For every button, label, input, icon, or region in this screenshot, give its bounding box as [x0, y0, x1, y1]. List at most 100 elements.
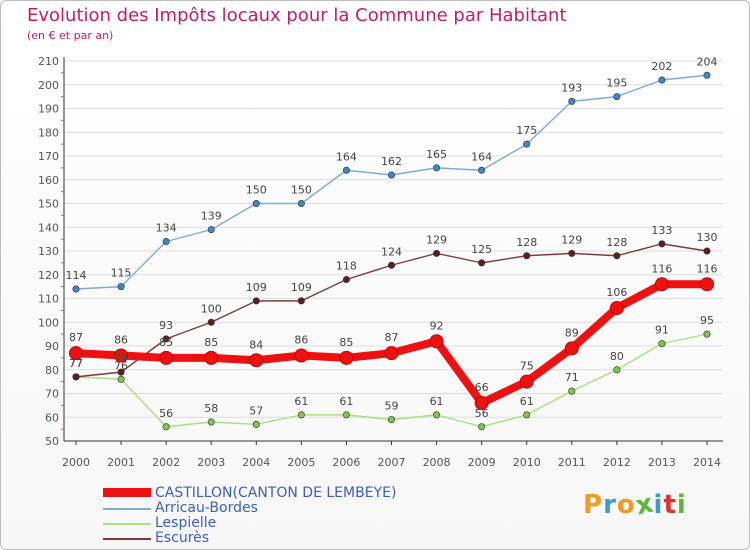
- data-label: 87: [385, 331, 399, 344]
- x-tick-label: 2010: [513, 456, 541, 469]
- data-point: [207, 226, 215, 234]
- data-label: 128: [516, 236, 537, 249]
- data-label: 150: [246, 184, 267, 197]
- legend-label: CASTILLON(CANTON DE LEMBEYE): [155, 485, 397, 501]
- y-tick-label: 140: [38, 221, 59, 234]
- data-label: 116: [651, 262, 672, 275]
- data-label: 129: [426, 233, 447, 246]
- data-label: 162: [381, 155, 402, 168]
- data-label: 109: [246, 281, 267, 294]
- data-point: [654, 277, 669, 292]
- data-point: [613, 252, 621, 260]
- data-point: [478, 259, 486, 267]
- data-label: 100: [201, 302, 222, 315]
- data-label: 61: [294, 395, 308, 408]
- data-point: [519, 374, 534, 389]
- data-label: 76: [114, 359, 128, 372]
- proxiti-logo: Proxiti: [583, 488, 687, 521]
- data-label: 134: [156, 222, 177, 235]
- data-label: 77: [69, 357, 83, 370]
- data-label: 164: [336, 150, 357, 163]
- chart-title: Evolution des Impôts locaux pour la Comm…: [27, 5, 567, 26]
- data-label: 56: [159, 407, 173, 420]
- y-tick-label: 150: [38, 198, 59, 211]
- y-tick-label: 80: [45, 364, 59, 377]
- data-point: [474, 396, 489, 410]
- data-label: 165: [426, 148, 447, 161]
- legend-swatch: [103, 488, 151, 497]
- data-label: 175: [516, 124, 537, 137]
- data-label: 66: [475, 381, 489, 394]
- data-point: [252, 420, 260, 428]
- x-tick-label: 2014: [693, 456, 721, 469]
- x-tick-label: 2007: [378, 456, 406, 469]
- y-tick-label: 190: [38, 103, 59, 116]
- data-label: 61: [339, 395, 353, 408]
- y-tick-label: 210: [38, 55, 59, 68]
- x-tick-label: 2000: [62, 456, 90, 469]
- data-label: 114: [66, 269, 87, 282]
- data-label: 193: [561, 81, 582, 94]
- y-tick-label: 160: [38, 174, 59, 187]
- y-tick-label: 50: [45, 435, 59, 448]
- data-point: [342, 166, 350, 174]
- data-label: 86: [294, 334, 308, 347]
- data-point: [433, 411, 441, 419]
- data-point: [613, 366, 621, 374]
- data-label: 61: [430, 395, 444, 408]
- data-label: 85: [204, 336, 218, 349]
- data-label: 85: [339, 336, 353, 349]
- data-label: 84: [249, 338, 263, 351]
- data-point: [162, 238, 170, 246]
- data-label: 195: [606, 77, 627, 90]
- data-label: 128: [606, 236, 627, 249]
- data-point: [249, 353, 264, 368]
- data-point: [297, 297, 305, 305]
- data-point: [72, 373, 80, 381]
- data-label: 115: [111, 267, 132, 280]
- data-label: 91: [655, 324, 669, 337]
- data-point: [117, 283, 125, 291]
- y-tick-label: 180: [38, 126, 59, 139]
- data-label: 56: [475, 407, 489, 420]
- logo-letter: o: [616, 490, 636, 520]
- data-label: 202: [651, 60, 672, 73]
- data-point: [159, 350, 174, 365]
- y-tick-label: 170: [38, 150, 59, 163]
- logo-letter: t: [663, 490, 677, 520]
- x-tick-label: 2002: [152, 456, 180, 469]
- data-point: [564, 341, 579, 356]
- data-point: [703, 71, 711, 79]
- data-label: 124: [381, 245, 402, 258]
- data-point: [523, 140, 531, 148]
- data-point: [342, 275, 350, 283]
- y-tick-label: 70: [45, 388, 59, 401]
- data-point: [342, 411, 350, 419]
- y-tick-label: 100: [38, 316, 59, 329]
- logo-letter: P: [583, 490, 604, 520]
- data-label: 106: [606, 286, 627, 299]
- y-tick-label: 110: [38, 293, 59, 306]
- data-point: [387, 416, 395, 424]
- chart-subtitle: (en € et par an): [27, 29, 114, 42]
- data-label: 86: [114, 334, 128, 347]
- data-point: [429, 334, 444, 349]
- data-point: [339, 350, 354, 365]
- y-tick-label: 130: [38, 245, 59, 258]
- data-label: 139: [201, 210, 222, 223]
- data-point: [114, 348, 129, 363]
- data-label: 77: [69, 357, 83, 370]
- data-label: 95: [700, 314, 714, 327]
- data-point: [703, 247, 711, 255]
- y-tick-label: 90: [45, 340, 59, 353]
- data-point: [568, 97, 576, 105]
- legend-swatch: [103, 538, 151, 540]
- logo-letter: i: [653, 490, 664, 520]
- data-point: [609, 301, 624, 315]
- data-label: 109: [291, 281, 312, 294]
- data-point: [568, 387, 576, 395]
- x-tick-label: 2003: [197, 456, 225, 469]
- data-point: [387, 171, 395, 179]
- data-point: [478, 423, 486, 431]
